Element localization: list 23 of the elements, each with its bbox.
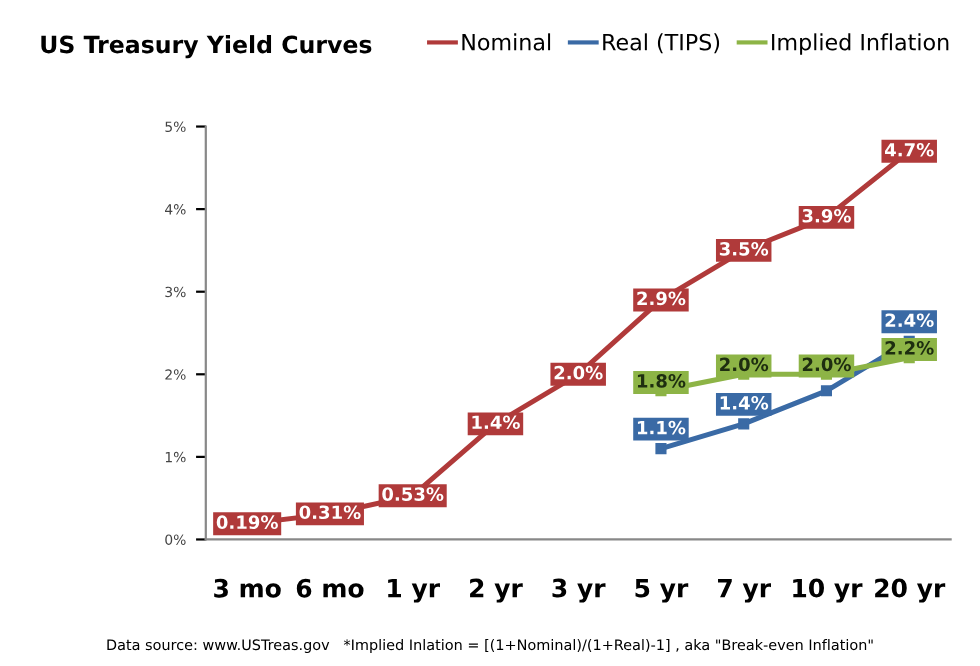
legend-label: Nominal (462, 33, 551, 51)
data-label: 1.8% (637, 374, 686, 388)
x-tick-label: 2 yr (470, 578, 523, 603)
data-label: 2.0% (802, 357, 851, 372)
legend-label: Implied Inflation (772, 33, 949, 55)
point (655, 443, 667, 455)
x-tick-label: 5 yr (635, 578, 689, 603)
x-tick-label: 7 yr (718, 578, 771, 603)
chart-title: US Treasury Yield Curves (41, 35, 372, 59)
x-tick-label: 20 yr (875, 578, 946, 603)
x-tick-label: 10 yr (793, 578, 863, 603)
x-tick-label: 6 mo (296, 578, 364, 598)
data-label: 2.4% (885, 313, 934, 328)
x-tick-label: 3 yr (552, 578, 606, 603)
legend-label: Real (TIPS) (603, 33, 720, 54)
data-label: 1.4% (720, 395, 769, 410)
point (820, 385, 833, 397)
point (738, 418, 750, 430)
x-tick-label: 3 mo (214, 578, 281, 598)
x-tick-label: 1 yr (388, 578, 440, 603)
data-label: 1.1% (637, 420, 686, 435)
data-label: 2.2% (885, 341, 934, 355)
data-label: 2.0% (720, 357, 769, 372)
